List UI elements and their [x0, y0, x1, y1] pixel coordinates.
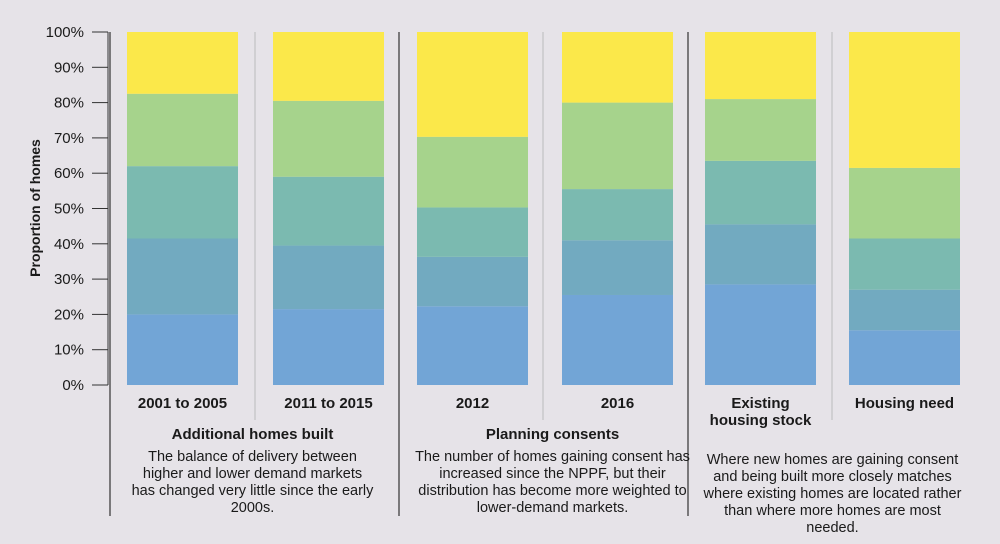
category-label: 2011 to 2015 [284, 395, 372, 412]
bar-segment [562, 32, 673, 103]
y-tick-label: 80% [54, 95, 84, 112]
bar-segment [273, 309, 384, 385]
bar-segment [127, 238, 238, 315]
y-tick-label: 60% [54, 165, 84, 182]
group-additional-homes-built: Additional homes built The balance of de… [110, 426, 395, 517]
bars [127, 32, 960, 385]
bar-segment [705, 160, 816, 225]
bar-segment [562, 189, 673, 241]
group-title: Additional homes built [171, 426, 334, 443]
bar-segment [705, 224, 816, 285]
bar-segment [705, 99, 816, 161]
y-tick-label: 70% [54, 130, 84, 147]
bar-segment [417, 207, 528, 257]
bar-segment [849, 238, 960, 290]
bar-segment [562, 240, 673, 295]
category-label: Housing need [855, 395, 954, 412]
bar-segment [273, 32, 384, 101]
category-label: 2012 [456, 395, 489, 412]
group-planning-consents: Planning consents The number of homes ga… [410, 426, 695, 517]
bar-segment [705, 32, 816, 100]
bar-segment [562, 294, 673, 385]
category-labels: 2001 to 2005 2011 to 2015 2012 2016 Existing… [138, 395, 954, 429]
y-axis: 0% 10% 20% 30% 40% 50% 60% 70% 80% 90% 100% [46, 24, 109, 394]
group-description: Where new homes are gaining consent and … [703, 452, 962, 536]
group-description: The balance of delivery between higher a… [131, 449, 374, 516]
bar-segment [417, 306, 528, 385]
bar-segment [273, 100, 384, 177]
bar-segment [417, 136, 528, 208]
bar-segment [417, 256, 528, 307]
bar-segment [417, 32, 528, 137]
y-tick-label: 100% [46, 24, 84, 41]
group-existing-and-need: Where new homes are gaining consent and … [690, 452, 975, 537]
group-description: The number of homes gaining consent has … [415, 449, 690, 516]
bar-segment [273, 176, 384, 246]
category-label: Existing housing stock [710, 395, 812, 429]
group-title: Planning consents [485, 426, 620, 443]
bar-segment [849, 330, 960, 385]
y-axis-label: Proportion of homes [27, 139, 43, 277]
y-tick-label: 20% [54, 306, 84, 323]
y-tick-label: 90% [54, 59, 84, 76]
bar-segment [849, 289, 960, 331]
category-label: 2016 [601, 395, 634, 412]
y-tick-label: 0% [62, 377, 84, 394]
dividers [109, 32, 833, 516]
category-label: 2001 to 2005 [138, 395, 227, 412]
bar-segment [127, 166, 238, 239]
bar-segment [273, 245, 384, 310]
bar-segment [127, 32, 238, 94]
bar-segment [127, 314, 238, 385]
bar-segment [127, 93, 238, 167]
bar-segment [705, 284, 816, 385]
bar-segment [849, 167, 960, 239]
y-tick-label: 50% [54, 201, 84, 218]
y-tick-label: 40% [54, 236, 84, 253]
bar-segment [562, 102, 673, 190]
y-tick-label: 10% [54, 342, 84, 359]
y-tick-label: 30% [54, 271, 84, 288]
bar-segment [849, 32, 960, 168]
